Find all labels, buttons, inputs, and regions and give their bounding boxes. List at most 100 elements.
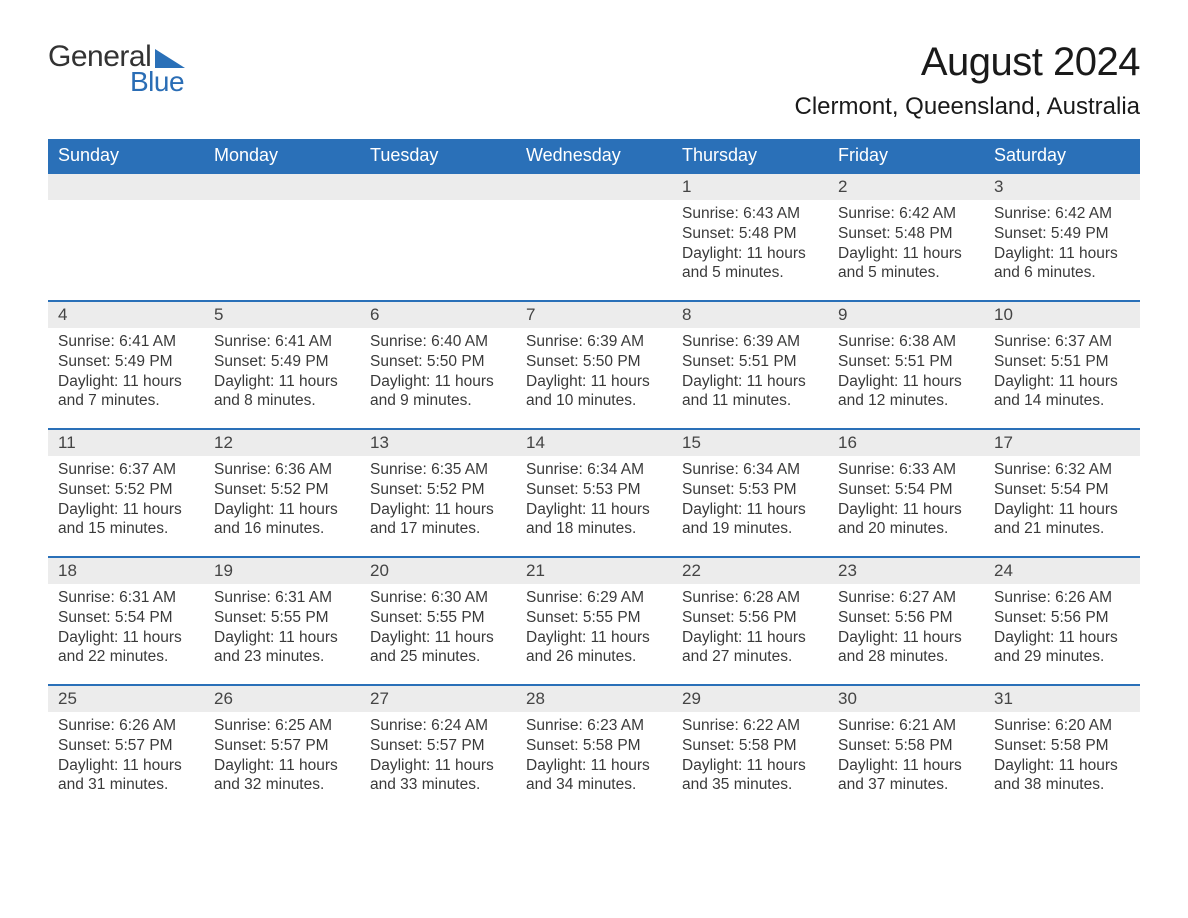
calendar-table: Sunday Monday Tuesday Wednesday Thursday… [48,139,1140,812]
day-details: Sunrise: 6:28 AMSunset: 5:56 PMDaylight:… [672,584,828,677]
calendar-day-cell: 18Sunrise: 6:31 AMSunset: 5:54 PMDayligh… [48,556,204,684]
daylight-text: Daylight: 11 hours and 17 minutes. [370,500,506,540]
daylight-text: Daylight: 11 hours and 7 minutes. [58,372,194,412]
sunset-text: Sunset: 5:55 PM [526,608,662,628]
day-number: 30 [828,686,984,712]
calendar-day-cell: 30Sunrise: 6:21 AMSunset: 5:58 PMDayligh… [828,684,984,812]
daylight-text: Daylight: 11 hours and 18 minutes. [526,500,662,540]
daylight-text: Daylight: 11 hours and 22 minutes. [58,628,194,668]
daylight-text: Daylight: 11 hours and 12 minutes. [838,372,974,412]
day-number: 20 [360,558,516,584]
day-details: Sunrise: 6:41 AMSunset: 5:49 PMDaylight:… [204,328,360,421]
day-number: 6 [360,302,516,328]
calendar-day-cell: 28Sunrise: 6:23 AMSunset: 5:58 PMDayligh… [516,684,672,812]
daylight-text: Daylight: 11 hours and 9 minutes. [370,372,506,412]
sunrise-text: Sunrise: 6:38 AM [838,332,974,352]
calendar-day-cell: 2Sunrise: 6:42 AMSunset: 5:48 PMDaylight… [828,172,984,300]
sunrise-text: Sunrise: 6:39 AM [682,332,818,352]
sunset-text: Sunset: 5:48 PM [838,224,974,244]
day-details: Sunrise: 6:21 AMSunset: 5:58 PMDaylight:… [828,712,984,805]
day-details: Sunrise: 6:31 AMSunset: 5:55 PMDaylight:… [204,584,360,677]
calendar-day-cell: 31Sunrise: 6:20 AMSunset: 5:58 PMDayligh… [984,684,1140,812]
sunset-text: Sunset: 5:51 PM [838,352,974,372]
sunrise-text: Sunrise: 6:26 AM [994,588,1130,608]
day-number: 8 [672,302,828,328]
sunset-text: Sunset: 5:49 PM [58,352,194,372]
calendar-day-cell: 5Sunrise: 6:41 AMSunset: 5:49 PMDaylight… [204,300,360,428]
sunset-text: Sunset: 5:56 PM [682,608,818,628]
daylight-text: Daylight: 11 hours and 15 minutes. [58,500,194,540]
day-details: Sunrise: 6:32 AMSunset: 5:54 PMDaylight:… [984,456,1140,549]
sunrise-text: Sunrise: 6:33 AM [838,460,974,480]
daylight-text: Daylight: 11 hours and 37 minutes. [838,756,974,796]
daylight-text: Daylight: 11 hours and 20 minutes. [838,500,974,540]
day-details: Sunrise: 6:34 AMSunset: 5:53 PMDaylight:… [672,456,828,549]
day-number [204,174,360,200]
day-number: 7 [516,302,672,328]
day-number: 2 [828,174,984,200]
daylight-text: Daylight: 11 hours and 38 minutes. [994,756,1130,796]
day-number: 21 [516,558,672,584]
day-number: 3 [984,174,1140,200]
daylight-text: Daylight: 11 hours and 26 minutes. [526,628,662,668]
day-details: Sunrise: 6:42 AMSunset: 5:49 PMDaylight:… [984,200,1140,293]
day-number: 23 [828,558,984,584]
daylight-text: Daylight: 11 hours and 8 minutes. [214,372,350,412]
sunset-text: Sunset: 5:52 PM [58,480,194,500]
calendar-day-cell: 11 Sunrise: 6:37 AMSunset: 5:52 PMDayligh… [48,428,204,556]
day-number: 11 [48,430,204,456]
sunset-text: Sunset: 5:50 PM [370,352,506,372]
sunrise-text: Sunrise: 6:27 AM [838,588,974,608]
weekday-header: Tuesday [360,139,516,172]
sunset-text: Sunset: 5:54 PM [838,480,974,500]
weekday-header: Friday [828,139,984,172]
calendar-day-cell: 12Sunrise: 6:36 AMSunset: 5:52 PMDayligh… [204,428,360,556]
day-number: 17 [984,430,1140,456]
day-number: 16 [828,430,984,456]
day-number: 22 [672,558,828,584]
calendar-day-cell: 19Sunrise: 6:31 AMSunset: 5:55 PMDayligh… [204,556,360,684]
day-details: Sunrise: 6:33 AMSunset: 5:54 PMDaylight:… [828,456,984,549]
sunset-text: Sunset: 5:58 PM [682,736,818,756]
day-number: 19 [204,558,360,584]
day-number: 29 [672,686,828,712]
calendar-day-cell: 14Sunrise: 6:34 AMSunset: 5:53 PMDayligh… [516,428,672,556]
day-number: 15 [672,430,828,456]
logo-triangle-icon [155,46,189,68]
daylight-text: Daylight: 11 hours and 29 minutes. [994,628,1130,668]
sunrise-text: Sunrise: 6:39 AM [526,332,662,352]
day-number: 1 [672,174,828,200]
calendar-day-cell: 1Sunrise: 6:43 AMSunset: 5:48 PMDaylight… [672,172,828,300]
sunrise-text: Sunrise: 6:21 AM [838,716,974,736]
sunset-text: Sunset: 5:49 PM [994,224,1130,244]
weekday-header: Sunday [48,139,204,172]
sunset-text: Sunset: 5:54 PM [994,480,1130,500]
sunset-text: Sunset: 5:58 PM [994,736,1130,756]
calendar-day-cell: 3Sunrise: 6:42 AMSunset: 5:49 PMDaylight… [984,172,1140,300]
day-details: Sunrise: 6:26 AMSunset: 5:57 PMDaylight:… [48,712,204,805]
calendar-day-cell [48,172,204,300]
daylight-text: Daylight: 11 hours and 10 minutes. [526,372,662,412]
weekday-header: Thursday [672,139,828,172]
calendar-day-cell [360,172,516,300]
sunrise-text: Sunrise: 6:29 AM [526,588,662,608]
daylight-text: Daylight: 11 hours and 28 minutes. [838,628,974,668]
calendar-week-row: 18Sunrise: 6:31 AMSunset: 5:54 PMDayligh… [48,556,1140,684]
daylight-text: Daylight: 11 hours and 14 minutes. [994,372,1130,412]
sunset-text: Sunset: 5:48 PM [682,224,818,244]
sunrise-text: Sunrise: 6:20 AM [994,716,1130,736]
daylight-text: Daylight: 11 hours and 25 minutes. [370,628,506,668]
daylight-text: Daylight: 11 hours and 16 minutes. [214,500,350,540]
daylight-text: Daylight: 11 hours and 27 minutes. [682,628,818,668]
daylight-text: Daylight: 11 hours and 31 minutes. [58,756,194,796]
calendar-day-cell: 9Sunrise: 6:38 AMSunset: 5:51 PMDaylight… [828,300,984,428]
sunrise-text: Sunrise: 6:42 AM [994,204,1130,224]
day-details: Sunrise: 6:30 AMSunset: 5:55 PMDaylight:… [360,584,516,677]
day-details: Sunrise: 6:40 AMSunset: 5:50 PMDaylight:… [360,328,516,421]
daylight-text: Daylight: 11 hours and 34 minutes. [526,756,662,796]
calendar-day-cell: 15Sunrise: 6:34 AMSunset: 5:53 PMDayligh… [672,428,828,556]
sunrise-text: Sunrise: 6:37 AM [58,460,194,480]
sunrise-text: Sunrise: 6:34 AM [526,460,662,480]
daylight-text: Daylight: 11 hours and 6 minutes. [994,244,1130,284]
calendar-day-cell [204,172,360,300]
